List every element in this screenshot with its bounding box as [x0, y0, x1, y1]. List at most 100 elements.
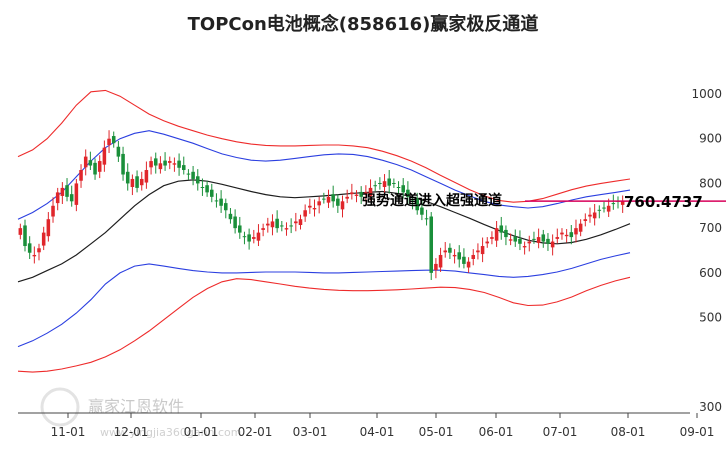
candle-body: [294, 221, 298, 224]
candle-body: [247, 234, 251, 242]
x-tick-label-9: 08-01: [611, 425, 646, 439]
candle-body: [163, 160, 167, 166]
channel-lower-red: [17, 276, 631, 373]
candle-body: [275, 218, 279, 229]
candle-body: [620, 201, 625, 205]
candle-body: [308, 205, 312, 208]
candle-body: [93, 162, 97, 175]
last-price-label: 760.4737: [624, 193, 703, 211]
candle-body: [158, 163, 163, 170]
candle-body: [387, 178, 391, 186]
candle-body: [434, 263, 438, 271]
candle-body: [167, 161, 172, 163]
candle-body: [261, 228, 265, 230]
candle-body: [513, 236, 518, 242]
candle-body: [284, 228, 289, 230]
candle-body: [121, 153, 125, 175]
candle-body: [336, 198, 340, 206]
candle-body: [438, 254, 443, 268]
candle-body: [233, 216, 237, 229]
candle-body: [592, 212, 597, 219]
candle-body: [27, 243, 32, 253]
y-tick-label-1: 500: [699, 311, 722, 325]
candle-body: [322, 198, 326, 200]
candle-body: [312, 208, 317, 210]
candle-body: [340, 201, 345, 210]
annotation-text: 强势通道进入超强通道: [362, 192, 502, 209]
candle-body: [55, 192, 60, 204]
y-tick-label-2: 600: [699, 266, 722, 280]
candle-body: [224, 203, 228, 211]
candle-body: [135, 176, 139, 188]
candle-body: [139, 178, 144, 186]
candle-body: [88, 160, 93, 166]
candle-body: [448, 247, 452, 253]
x-tick-label-10: 09-01: [680, 425, 715, 439]
candle-body: [396, 187, 401, 189]
candle-body: [429, 216, 434, 273]
candle-body: [181, 165, 186, 171]
candle-body: [83, 156, 88, 168]
candle-body: [527, 241, 532, 244]
candle-body: [60, 187, 65, 196]
x-tick-label-0: 11-01: [51, 425, 86, 439]
candle-body: [51, 205, 55, 217]
chart-title: TOPCon电池概念(858616)赢家极反通道: [187, 14, 539, 35]
candle-body: [518, 238, 522, 244]
y-tick-label-0: 300: [699, 400, 722, 414]
candle-body: [107, 138, 111, 145]
candle-body: [172, 163, 177, 165]
candle-body: [214, 200, 219, 202]
x-tick-label-7: 06-01: [479, 425, 514, 439]
x-tick-label-8: 07-01: [543, 425, 578, 439]
candle-body: [111, 136, 116, 144]
candle-body: [588, 214, 592, 217]
candle-body: [378, 182, 382, 184]
watermark-text: 赢家江恩软件: [88, 397, 184, 416]
candle-body: [480, 246, 485, 255]
candle-body: [471, 254, 476, 259]
candle-body: [219, 198, 223, 206]
candle-body: [200, 187, 205, 189]
candle-body: [546, 238, 550, 244]
candle-body: [597, 209, 602, 211]
candle-body: [368, 187, 373, 196]
watermark-url: www.yingjia360gann.com: [100, 426, 242, 439]
candle-body: [476, 250, 480, 253]
channel-lower-blue: [17, 252, 631, 348]
candle-body: [331, 194, 335, 202]
candle-body: [289, 225, 293, 227]
candle-body: [485, 241, 490, 244]
candle-body: [205, 185, 209, 193]
candle-body: [130, 178, 135, 188]
candle-body: [69, 194, 74, 202]
candle-body: [23, 225, 27, 247]
candle-body: [541, 234, 546, 242]
candle-body: [359, 191, 363, 197]
candle-body: [611, 203, 616, 205]
candle-body: [606, 205, 611, 212]
candle-body: [406, 189, 410, 197]
candle-body: [583, 219, 588, 221]
candle-body: [303, 210, 307, 217]
candle-body: [354, 194, 359, 196]
candle-body: [555, 237, 560, 239]
x-tick-label-4: 03-01: [293, 425, 328, 439]
candle-body: [242, 236, 247, 238]
candle-body: [415, 198, 419, 211]
candle-body: [32, 254, 37, 257]
candle-body: [41, 232, 46, 246]
candle-body: [252, 237, 256, 239]
candle-body: [536, 237, 541, 243]
candle-body: [420, 207, 424, 215]
candle-body: [79, 170, 83, 181]
candle-body: [392, 182, 396, 184]
candle-body: [350, 192, 354, 195]
channel-upper-red: [17, 89, 631, 203]
candle-body: [466, 261, 471, 268]
candle-body: [494, 228, 499, 241]
candle-body: [125, 171, 130, 184]
channel-upper-blue: [17, 130, 631, 220]
candle-body: [18, 228, 23, 235]
